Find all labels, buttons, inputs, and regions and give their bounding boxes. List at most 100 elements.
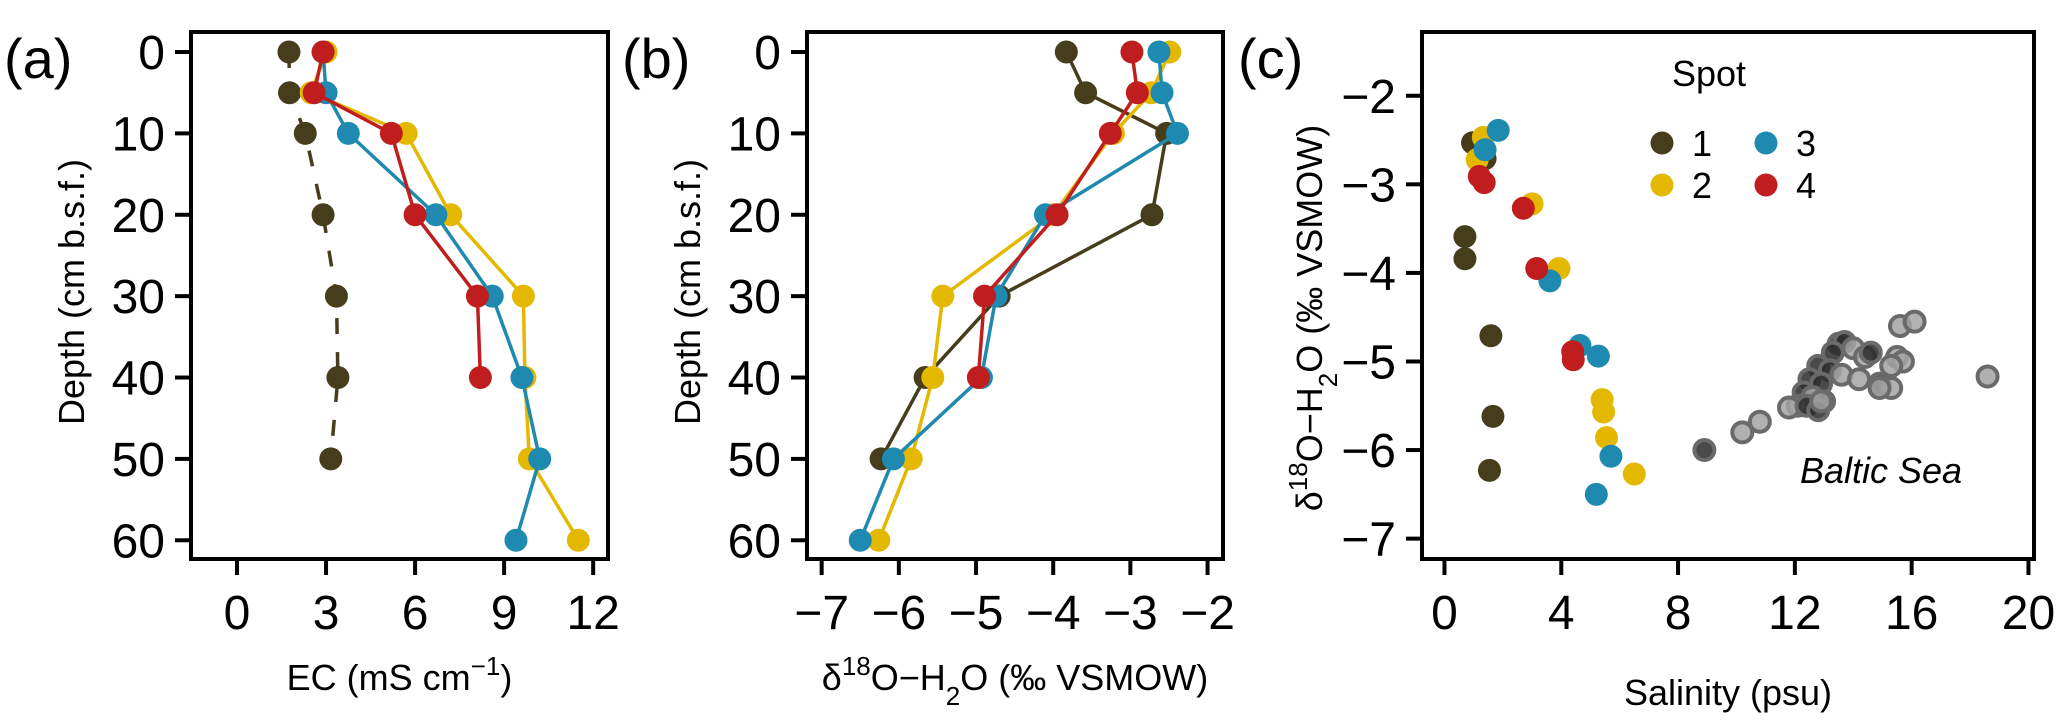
data-point <box>931 284 955 308</box>
data-point <box>1453 225 1477 249</box>
data-point <box>424 203 448 227</box>
data-point <box>403 203 427 227</box>
data-point <box>311 203 335 227</box>
x-tick-label: −5 <box>949 587 1004 640</box>
data-point <box>293 121 317 145</box>
legend-label: 3 <box>1796 123 1816 164</box>
baltic-sea-point <box>1809 389 1834 414</box>
data-point <box>324 284 348 308</box>
data-point <box>1599 444 1623 468</box>
data-point <box>379 121 403 145</box>
y-tick-label: −4 <box>1341 248 1396 301</box>
data-point <box>1584 482 1608 506</box>
x-tick-label: −6 <box>871 587 926 640</box>
series-spot-1 <box>277 40 350 471</box>
panel-label: (a) <box>4 27 72 90</box>
y-axis-title: Depth (cm b.s.f.) <box>667 159 708 425</box>
baltic-sea-point <box>1747 409 1772 434</box>
series-spot-1 <box>869 40 1179 471</box>
baltic-sea-point <box>1692 438 1717 463</box>
data-point <box>1481 404 1505 428</box>
panel-a: (a) 0 3 6 9 12 0 10 20 30 40 50 60 EC (mS cm−1) Depth … <box>4 27 620 698</box>
y-tick-label: 20 <box>112 190 165 243</box>
data-point <box>1511 196 1535 220</box>
y-tick-label: 30 <box>112 271 165 324</box>
x-axis-title: δ18O−H2O (‰ VSMOW) <box>822 651 1208 711</box>
plot-frame <box>1420 30 2036 561</box>
data-point <box>302 81 326 105</box>
data-point <box>1150 81 1174 105</box>
legend-title: Spot <box>1672 53 1746 94</box>
data-point <box>278 81 302 105</box>
legend-marker <box>1754 173 1778 197</box>
data-point <box>1473 138 1497 162</box>
data-point <box>966 366 990 390</box>
data-point <box>1054 40 1078 64</box>
data-point <box>1098 121 1122 145</box>
data-point <box>867 528 891 552</box>
x-tick-label: 16 <box>1885 587 1938 640</box>
data-point <box>1592 400 1616 424</box>
x-tick-label: 0 <box>1431 587 1458 640</box>
data-point <box>1586 344 1610 368</box>
x-axis-title: Salinity (psu) <box>1624 672 1832 713</box>
data-point <box>528 447 552 471</box>
x-tick-label: 6 <box>402 587 429 640</box>
y-axis-title: δ18O−H2O (‰ VSMOW) <box>1283 125 1343 511</box>
legend-label: 1 <box>1692 123 1712 164</box>
x-tick-label: 4 <box>1548 587 1575 640</box>
panel-label: (c) <box>1238 27 1303 90</box>
data-point <box>1045 203 1069 227</box>
y-tick-label: 50 <box>112 434 165 487</box>
x-tick-label: −3 <box>1103 587 1158 640</box>
data-point <box>1561 348 1585 372</box>
x-tick-label: 9 <box>491 587 518 640</box>
data-point <box>511 284 535 308</box>
data-point <box>277 40 301 64</box>
data-point <box>566 528 590 552</box>
y-tick-label: −2 <box>1341 71 1396 124</box>
x-tick-label: 12 <box>1768 587 1821 640</box>
data-point <box>1125 81 1149 105</box>
x-tick-label: −2 <box>1180 587 1235 640</box>
data-point <box>1622 462 1646 486</box>
data-point <box>1486 118 1510 142</box>
plot-frame <box>189 30 610 561</box>
data-point <box>311 40 335 64</box>
legend: Spot 1 3 2 4 <box>1650 53 1816 206</box>
baltic-sea-point <box>1867 376 1892 401</box>
panel-b: (b) −7 −6 −5 −4 −3 −2 0 10 20 30 40 50 60 δ18O−H2O (‰ … <box>622 27 1235 711</box>
data-point <box>319 447 343 471</box>
data-point <box>326 366 350 390</box>
data-point <box>504 528 528 552</box>
data-point <box>1525 256 1549 280</box>
y-tick-label: 0 <box>754 27 781 80</box>
data-point <box>336 121 360 145</box>
y-tick-label: 0 <box>138 27 165 80</box>
x-tick-label: 0 <box>224 587 251 640</box>
plot-frame <box>805 30 1225 561</box>
baltic-sea-point <box>1975 364 2000 389</box>
panel-c: (c) 0 4 8 12 16 20 −2 −3 −4 −5 −6 −7 Salinity (psu) δ1… <box>1238 27 2055 713</box>
y-tick-label: 40 <box>112 353 165 406</box>
legend-label: 4 <box>1796 165 1816 206</box>
x-tick-label: −7 <box>794 587 849 640</box>
y-tick-label: 10 <box>728 108 781 161</box>
baltic-sea-point <box>1858 340 1883 365</box>
panel-label: (b) <box>622 27 690 90</box>
y-tick-label: 30 <box>728 271 781 324</box>
data-point <box>468 366 492 390</box>
y-tick-label: −6 <box>1341 425 1396 478</box>
baltic-sea-point <box>1879 353 1904 378</box>
x-tick-label: −4 <box>1026 587 1081 640</box>
series-spot-4 <box>966 40 1149 390</box>
series-spot-1 <box>1453 131 1505 482</box>
data-point <box>465 284 489 308</box>
series-spot-4 <box>1467 164 1585 372</box>
y-tick-label: 60 <box>112 515 165 568</box>
series-line <box>287 51 340 460</box>
legend-marker <box>1650 173 1674 197</box>
baltic-sea-point <box>1902 309 1927 334</box>
data-point <box>921 366 945 390</box>
